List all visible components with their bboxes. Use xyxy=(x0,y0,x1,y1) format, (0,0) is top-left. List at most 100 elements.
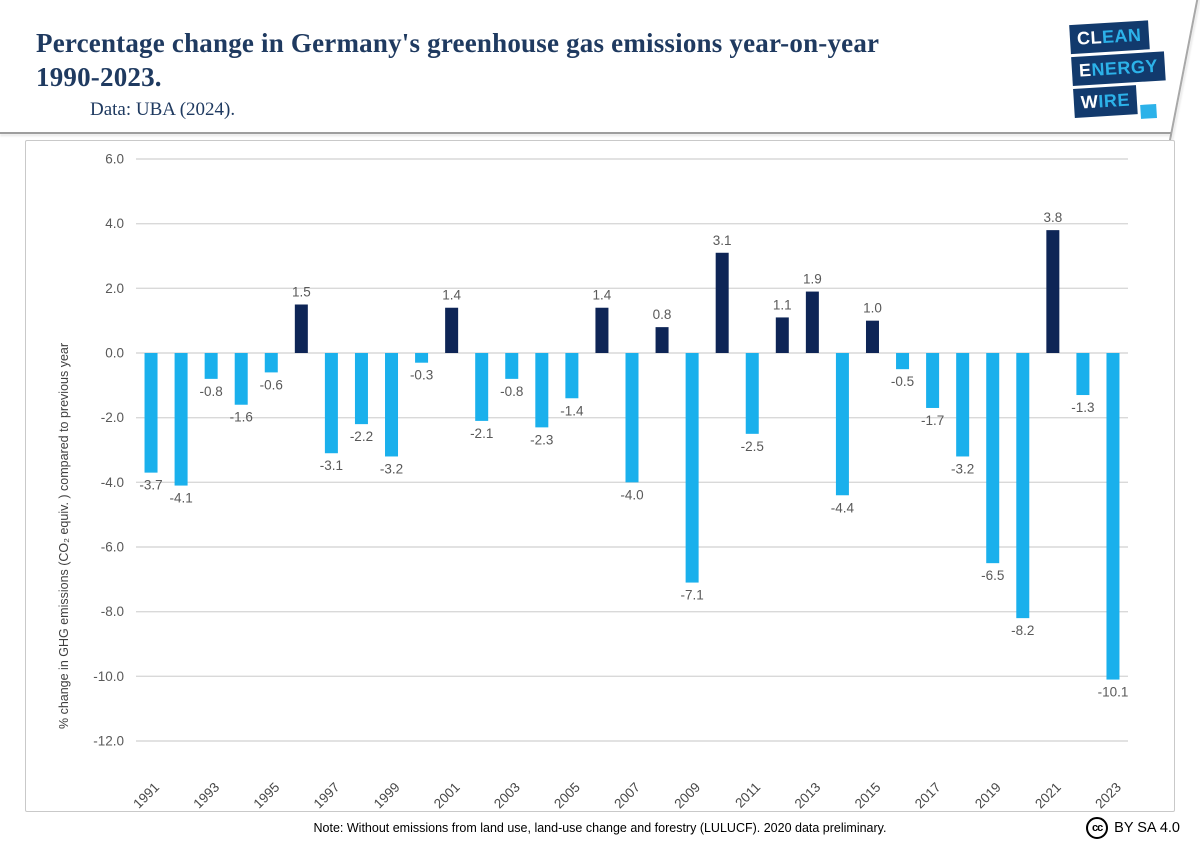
value-label-2015: 1.0 xyxy=(863,301,882,316)
footer: Note: Without emissions from land use, l… xyxy=(0,812,1200,848)
y-axis-title: % change in GHG emissions (CO₂ equiv. ) … xyxy=(57,343,71,729)
value-label-2023: -10.1 xyxy=(1098,685,1129,700)
value-label-2001: 1.4 xyxy=(442,288,461,303)
logo-energy-blue: NERGY xyxy=(1090,55,1159,80)
bar-2016 xyxy=(896,353,910,370)
value-label-2016: -0.5 xyxy=(891,374,914,389)
bar-2002 xyxy=(475,353,489,421)
value-label-2004: -2.3 xyxy=(530,432,553,447)
clean-energy-wire-logo: CLEAN ENERGY WIRE xyxy=(1069,19,1175,121)
bar-2018 xyxy=(956,353,970,457)
value-label-2002: -2.1 xyxy=(470,426,493,441)
header-banner: Percentage change in Germany's greenhous… xyxy=(0,0,1200,141)
license-badge: cc BY SA 4.0 xyxy=(1086,817,1180,839)
bar-1999 xyxy=(385,353,399,457)
bar-2001 xyxy=(445,307,459,353)
y-tick-label: -10.0 xyxy=(93,669,124,684)
value-label-1994: -1.6 xyxy=(230,410,253,425)
bar-1993 xyxy=(204,353,218,379)
bar-2003 xyxy=(505,353,519,379)
value-label-2011: -2.5 xyxy=(741,439,764,454)
value-label-2006: 1.4 xyxy=(593,288,612,303)
logo-cyan-tab xyxy=(1140,103,1157,119)
chart-container: 6.0 4.0 2.0 0.0 -2.0 -4.0 -6.0 -8.0 -10.0 -12.0 % … xyxy=(25,140,1175,812)
x-tick-label-1999: 1999 xyxy=(371,780,403,811)
x-tick-label-2007: 2007 xyxy=(611,780,643,811)
logo-wire-blue: IRE xyxy=(1097,89,1131,112)
value-label-2013: 1.9 xyxy=(803,272,822,287)
value-label-2005: -1.4 xyxy=(560,403,584,418)
data-source-subtitle: Data: UBA (2024). xyxy=(90,99,236,120)
value-label-2010: 3.1 xyxy=(713,233,732,248)
value-label-1998: -2.2 xyxy=(350,429,373,444)
bar-2021 xyxy=(1046,230,1060,353)
x-tick-label-2013: 2013 xyxy=(792,780,824,811)
bar-2010 xyxy=(715,252,729,353)
bar-2015 xyxy=(865,320,879,353)
bar-2005 xyxy=(565,353,579,399)
bar-2017 xyxy=(926,353,940,408)
x-tick-label-2009: 2009 xyxy=(671,780,703,811)
value-label-2008: 0.8 xyxy=(653,307,672,322)
value-label-2003: -0.8 xyxy=(500,384,523,399)
logo-row-energy: ENERGY xyxy=(1071,51,1166,87)
bar-1994 xyxy=(234,353,248,405)
bar-2004 xyxy=(535,353,549,428)
value-label-1991: -3.7 xyxy=(139,478,162,493)
bar-2022 xyxy=(1076,353,1090,396)
y-tick-label: -4.0 xyxy=(101,475,124,490)
banner-bottom-rule xyxy=(0,132,1171,134)
y-tick-label: 0.0 xyxy=(105,346,124,361)
y-tick-label: 6.0 xyxy=(105,152,124,167)
x-tick-label-2021: 2021 xyxy=(1032,780,1064,811)
value-label-2017: -1.7 xyxy=(921,413,944,428)
bar-1991 xyxy=(144,353,158,473)
logo-energy-white: E xyxy=(1078,59,1093,81)
bar-2013 xyxy=(805,291,819,353)
x-tick-label-1997: 1997 xyxy=(311,780,343,811)
logo-row-clean: CLEAN xyxy=(1069,20,1150,55)
bar-chart: 6.0 4.0 2.0 0.0 -2.0 -4.0 -6.0 -8.0 -10.0 -12.0 % … xyxy=(57,152,1129,812)
value-label-1995: -0.6 xyxy=(260,377,283,392)
value-label-1996: 1.5 xyxy=(292,285,311,300)
x-tick-label-2015: 2015 xyxy=(852,780,884,811)
value-label-2012: 1.1 xyxy=(773,297,792,312)
bar-2006 xyxy=(595,307,609,353)
license-text: BY SA 4.0 xyxy=(1114,820,1180,836)
footnote: Note: Without emissions from land use, l… xyxy=(313,821,887,835)
value-label-2021: 3.8 xyxy=(1043,210,1062,225)
bar-1997 xyxy=(324,353,338,454)
logo-wire-white: W xyxy=(1080,91,1099,113)
banner-diagonal-edge xyxy=(1168,0,1200,141)
x-tick-label-2005: 2005 xyxy=(551,780,583,811)
bar-2008 xyxy=(655,327,669,353)
y-tick-label: -12.0 xyxy=(93,734,124,749)
bar-2009 xyxy=(685,353,699,583)
y-tick-label: 2.0 xyxy=(105,281,124,296)
value-label-2019: -6.5 xyxy=(981,568,1004,583)
y-tick-label: -8.0 xyxy=(101,604,124,619)
y-tick-label: -2.0 xyxy=(101,410,124,425)
logo-clean-blue: EAN xyxy=(1101,24,1143,48)
x-tick-label-2017: 2017 xyxy=(912,780,944,811)
x-tick-label-2019: 2019 xyxy=(972,780,1004,811)
bar-2011 xyxy=(745,353,759,434)
value-label-2009: -7.1 xyxy=(680,588,703,603)
x-tick-label-2023: 2023 xyxy=(1092,780,1124,811)
page-title-line1: Percentage change in Germany's greenhous… xyxy=(36,28,880,58)
bar-2023 xyxy=(1106,353,1120,680)
bar-1995 xyxy=(264,353,278,373)
value-label-2014: -4.4 xyxy=(831,500,855,515)
bar-2019 xyxy=(986,353,1000,564)
bar-2007 xyxy=(625,353,639,483)
value-label-2022: -1.3 xyxy=(1071,400,1094,415)
bar-1996 xyxy=(294,304,308,353)
value-label-2007: -4.0 xyxy=(620,487,643,502)
bar-2014 xyxy=(835,353,849,496)
cc-icon: cc xyxy=(1086,817,1109,839)
y-tick-label: -6.0 xyxy=(101,540,124,555)
title-block: Percentage change in Germany's greenhous… xyxy=(36,26,1056,121)
x-tick-label-2001: 2001 xyxy=(431,780,463,811)
x-tick-label-2003: 2003 xyxy=(491,780,523,811)
